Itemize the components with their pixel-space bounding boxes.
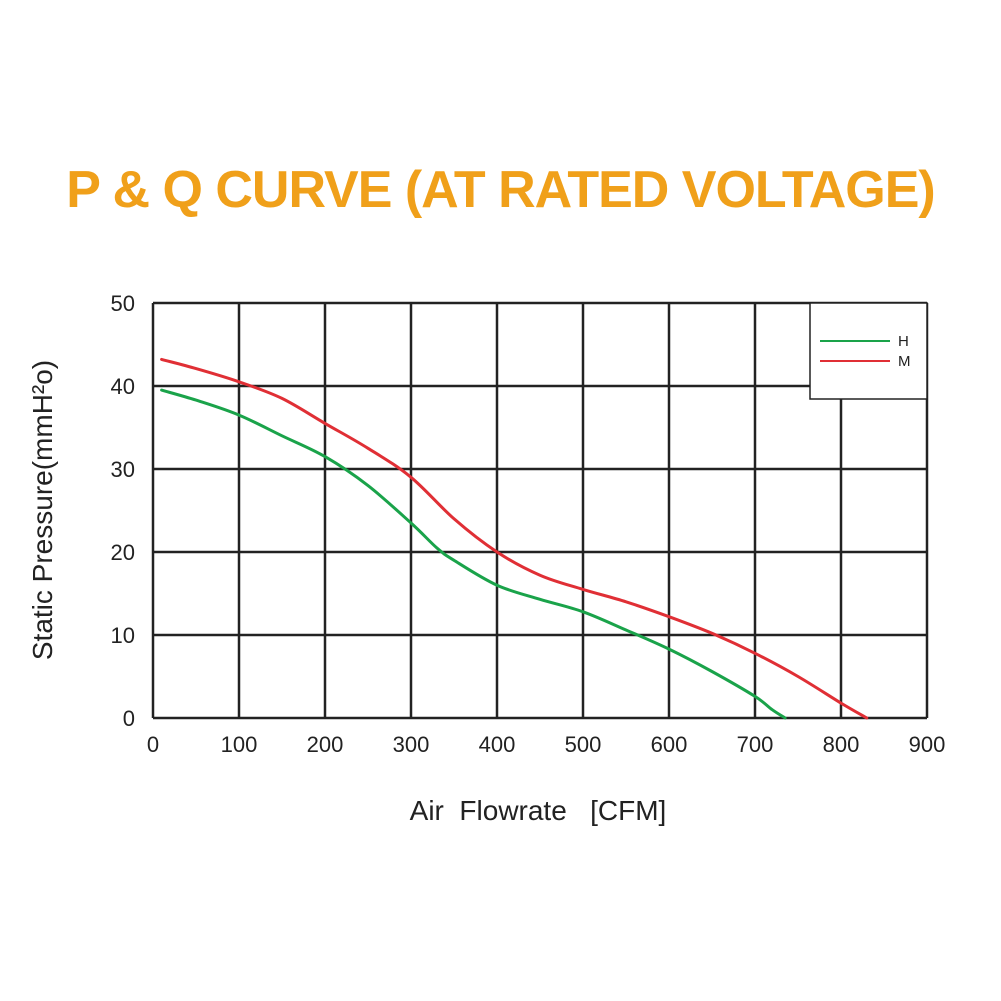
series-lines — [160, 357, 869, 720]
y-axis-label: Static Pressure(mmH²o) — [27, 360, 58, 660]
series-line-m — [160, 357, 869, 720]
series-line-h — [160, 388, 787, 720]
x-tick-label: 0 — [147, 732, 159, 757]
x-tick-label: 300 — [393, 732, 430, 757]
chart-title: P & Q CURVE (AT RATED VOLTAGE) — [66, 161, 935, 219]
x-tick-label: 500 — [565, 732, 602, 757]
y-tick-labels: 0 10 20 30 40 50 — [111, 291, 135, 731]
x-tick-label: 600 — [651, 732, 688, 757]
x-tick-label: 400 — [479, 732, 516, 757]
x-axis-label: Air Flowrate [CFM] — [410, 795, 667, 826]
y-tick-label: 40 — [111, 374, 135, 399]
x-tick-label: 100 — [221, 732, 258, 757]
x-tick-label: 900 — [909, 732, 946, 757]
legend-label-h: H — [898, 333, 909, 350]
y-tick-label: 20 — [111, 540, 135, 565]
x-tick-label: 700 — [737, 732, 774, 757]
x-tick-label: 200 — [307, 732, 344, 757]
legend: HM — [809, 302, 928, 400]
y-tick-label: 50 — [111, 291, 135, 316]
legend-box — [809, 302, 928, 400]
x-tick-label: 800 — [823, 732, 860, 757]
y-tick-label: 30 — [111, 457, 135, 482]
y-tick-label: 10 — [111, 623, 135, 648]
x-tick-labels: 0 100 200 300 400 500 600 700 800 900 — [147, 732, 945, 757]
legend-label-m: M — [898, 353, 911, 370]
y-tick-label: 0 — [123, 706, 135, 731]
